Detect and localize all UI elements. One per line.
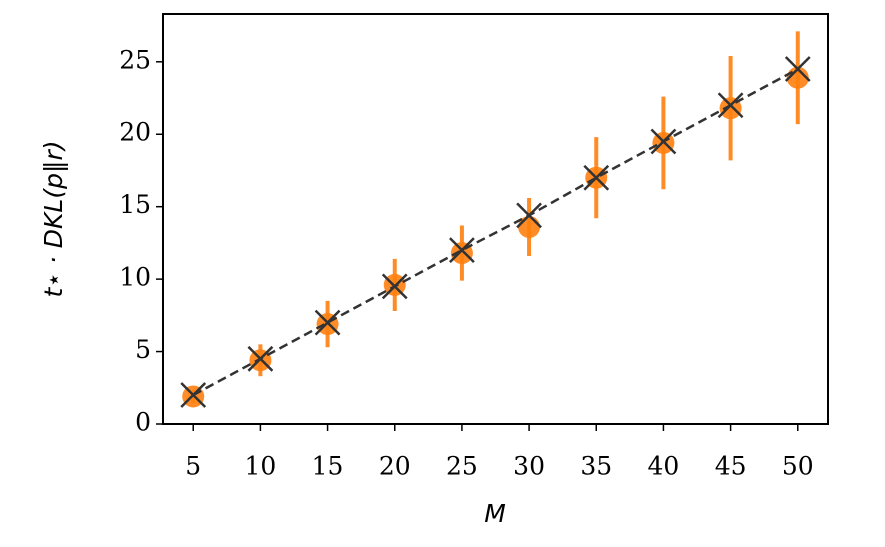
x-tick-label: 15 bbox=[312, 452, 344, 481]
x-marker bbox=[381, 273, 408, 300]
x-tick-label: 50 bbox=[782, 452, 814, 481]
x-tick-label: 30 bbox=[513, 452, 545, 481]
x-tick-label: 25 bbox=[446, 452, 478, 481]
x-axis-label: M bbox=[484, 499, 506, 528]
x-tick-label: 35 bbox=[580, 452, 612, 481]
dashed-line bbox=[192, 67, 799, 397]
y-tick-label: 5 bbox=[135, 335, 151, 364]
x-marker bbox=[784, 56, 811, 82]
y-tick-label: 15 bbox=[119, 190, 151, 219]
x-tick-label: 40 bbox=[648, 452, 680, 481]
x-marker bbox=[717, 92, 744, 119]
x-marker bbox=[314, 309, 341, 336]
y-axis-label: t⋆ · DKL(p‖r) bbox=[39, 140, 68, 297]
y-tick-label: 20 bbox=[119, 118, 151, 147]
x-marker bbox=[180, 382, 207, 408]
plot-frame bbox=[162, 13, 829, 425]
x-tick-label: 20 bbox=[379, 452, 411, 481]
x-marker bbox=[516, 202, 542, 229]
x-tick-label: 5 bbox=[185, 452, 201, 481]
x-marker bbox=[650, 128, 677, 155]
x-tick-label: 10 bbox=[244, 452, 276, 481]
y-tick-label: 10 bbox=[119, 263, 151, 292]
x-marker bbox=[583, 164, 610, 191]
y-tick-label: 0 bbox=[135, 408, 151, 437]
x-marker bbox=[449, 237, 475, 264]
x-tick-label: 45 bbox=[715, 452, 747, 481]
y-tick-label: 25 bbox=[119, 45, 151, 74]
x-marker bbox=[247, 345, 274, 372]
